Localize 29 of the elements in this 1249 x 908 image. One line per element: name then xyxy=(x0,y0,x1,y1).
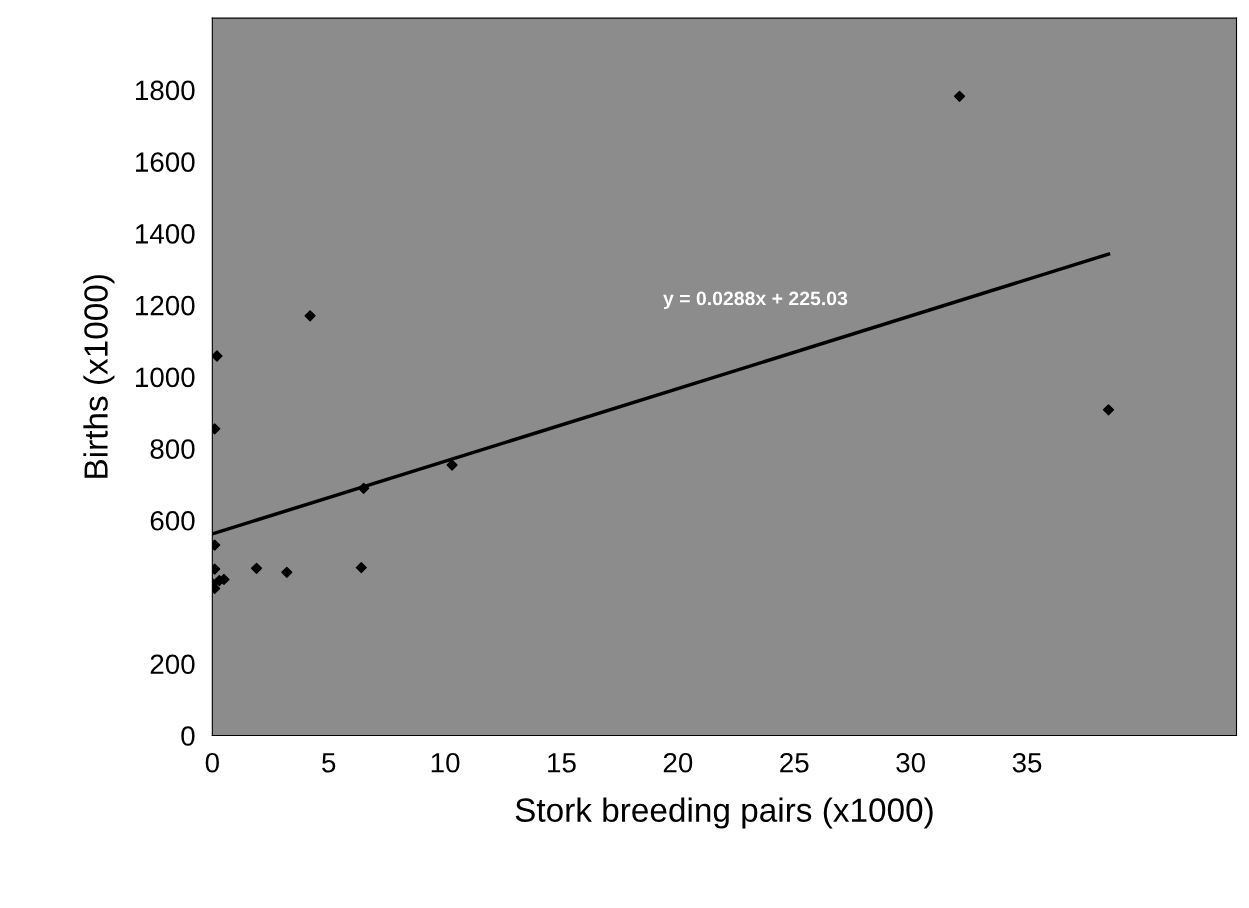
y-tick-label: 800 xyxy=(150,439,195,459)
y-tick-label: 1600 xyxy=(135,152,195,172)
y-tick-label: 0 xyxy=(181,726,195,746)
y-tick-label: 1800 xyxy=(135,80,195,101)
x-tick-label: 15 xyxy=(548,753,576,773)
point xyxy=(355,562,367,574)
point xyxy=(1102,404,1115,416)
y-tick-label: 1000 xyxy=(135,367,195,388)
y-tick-label: 1400 xyxy=(135,224,195,244)
point xyxy=(304,310,316,322)
x-tick-label: 0 xyxy=(205,752,219,773)
x-tick-label: 5 xyxy=(322,753,336,773)
point xyxy=(358,482,370,494)
point xyxy=(281,566,293,578)
y-tick-label: 600 xyxy=(150,510,195,531)
y-tick-label: 200 xyxy=(150,654,195,675)
annotation: y = 0.0288x + 225.03 xyxy=(663,291,848,310)
x-axis-title: Stork breeding pairs (x1000) xyxy=(515,797,933,829)
point xyxy=(446,459,458,471)
point xyxy=(953,90,966,102)
y-tick-label: 1200 xyxy=(135,295,195,316)
x-tick-label: 20 xyxy=(663,752,693,773)
x-tick-label: 35 xyxy=(1012,752,1042,773)
point xyxy=(212,350,223,362)
x-tick-label: 30 xyxy=(896,752,925,773)
x-tick-label: 25 xyxy=(780,752,809,773)
y-axis-title: Births (x1000) xyxy=(83,275,115,478)
point xyxy=(250,562,263,574)
x-tick-label: 10 xyxy=(431,752,460,773)
